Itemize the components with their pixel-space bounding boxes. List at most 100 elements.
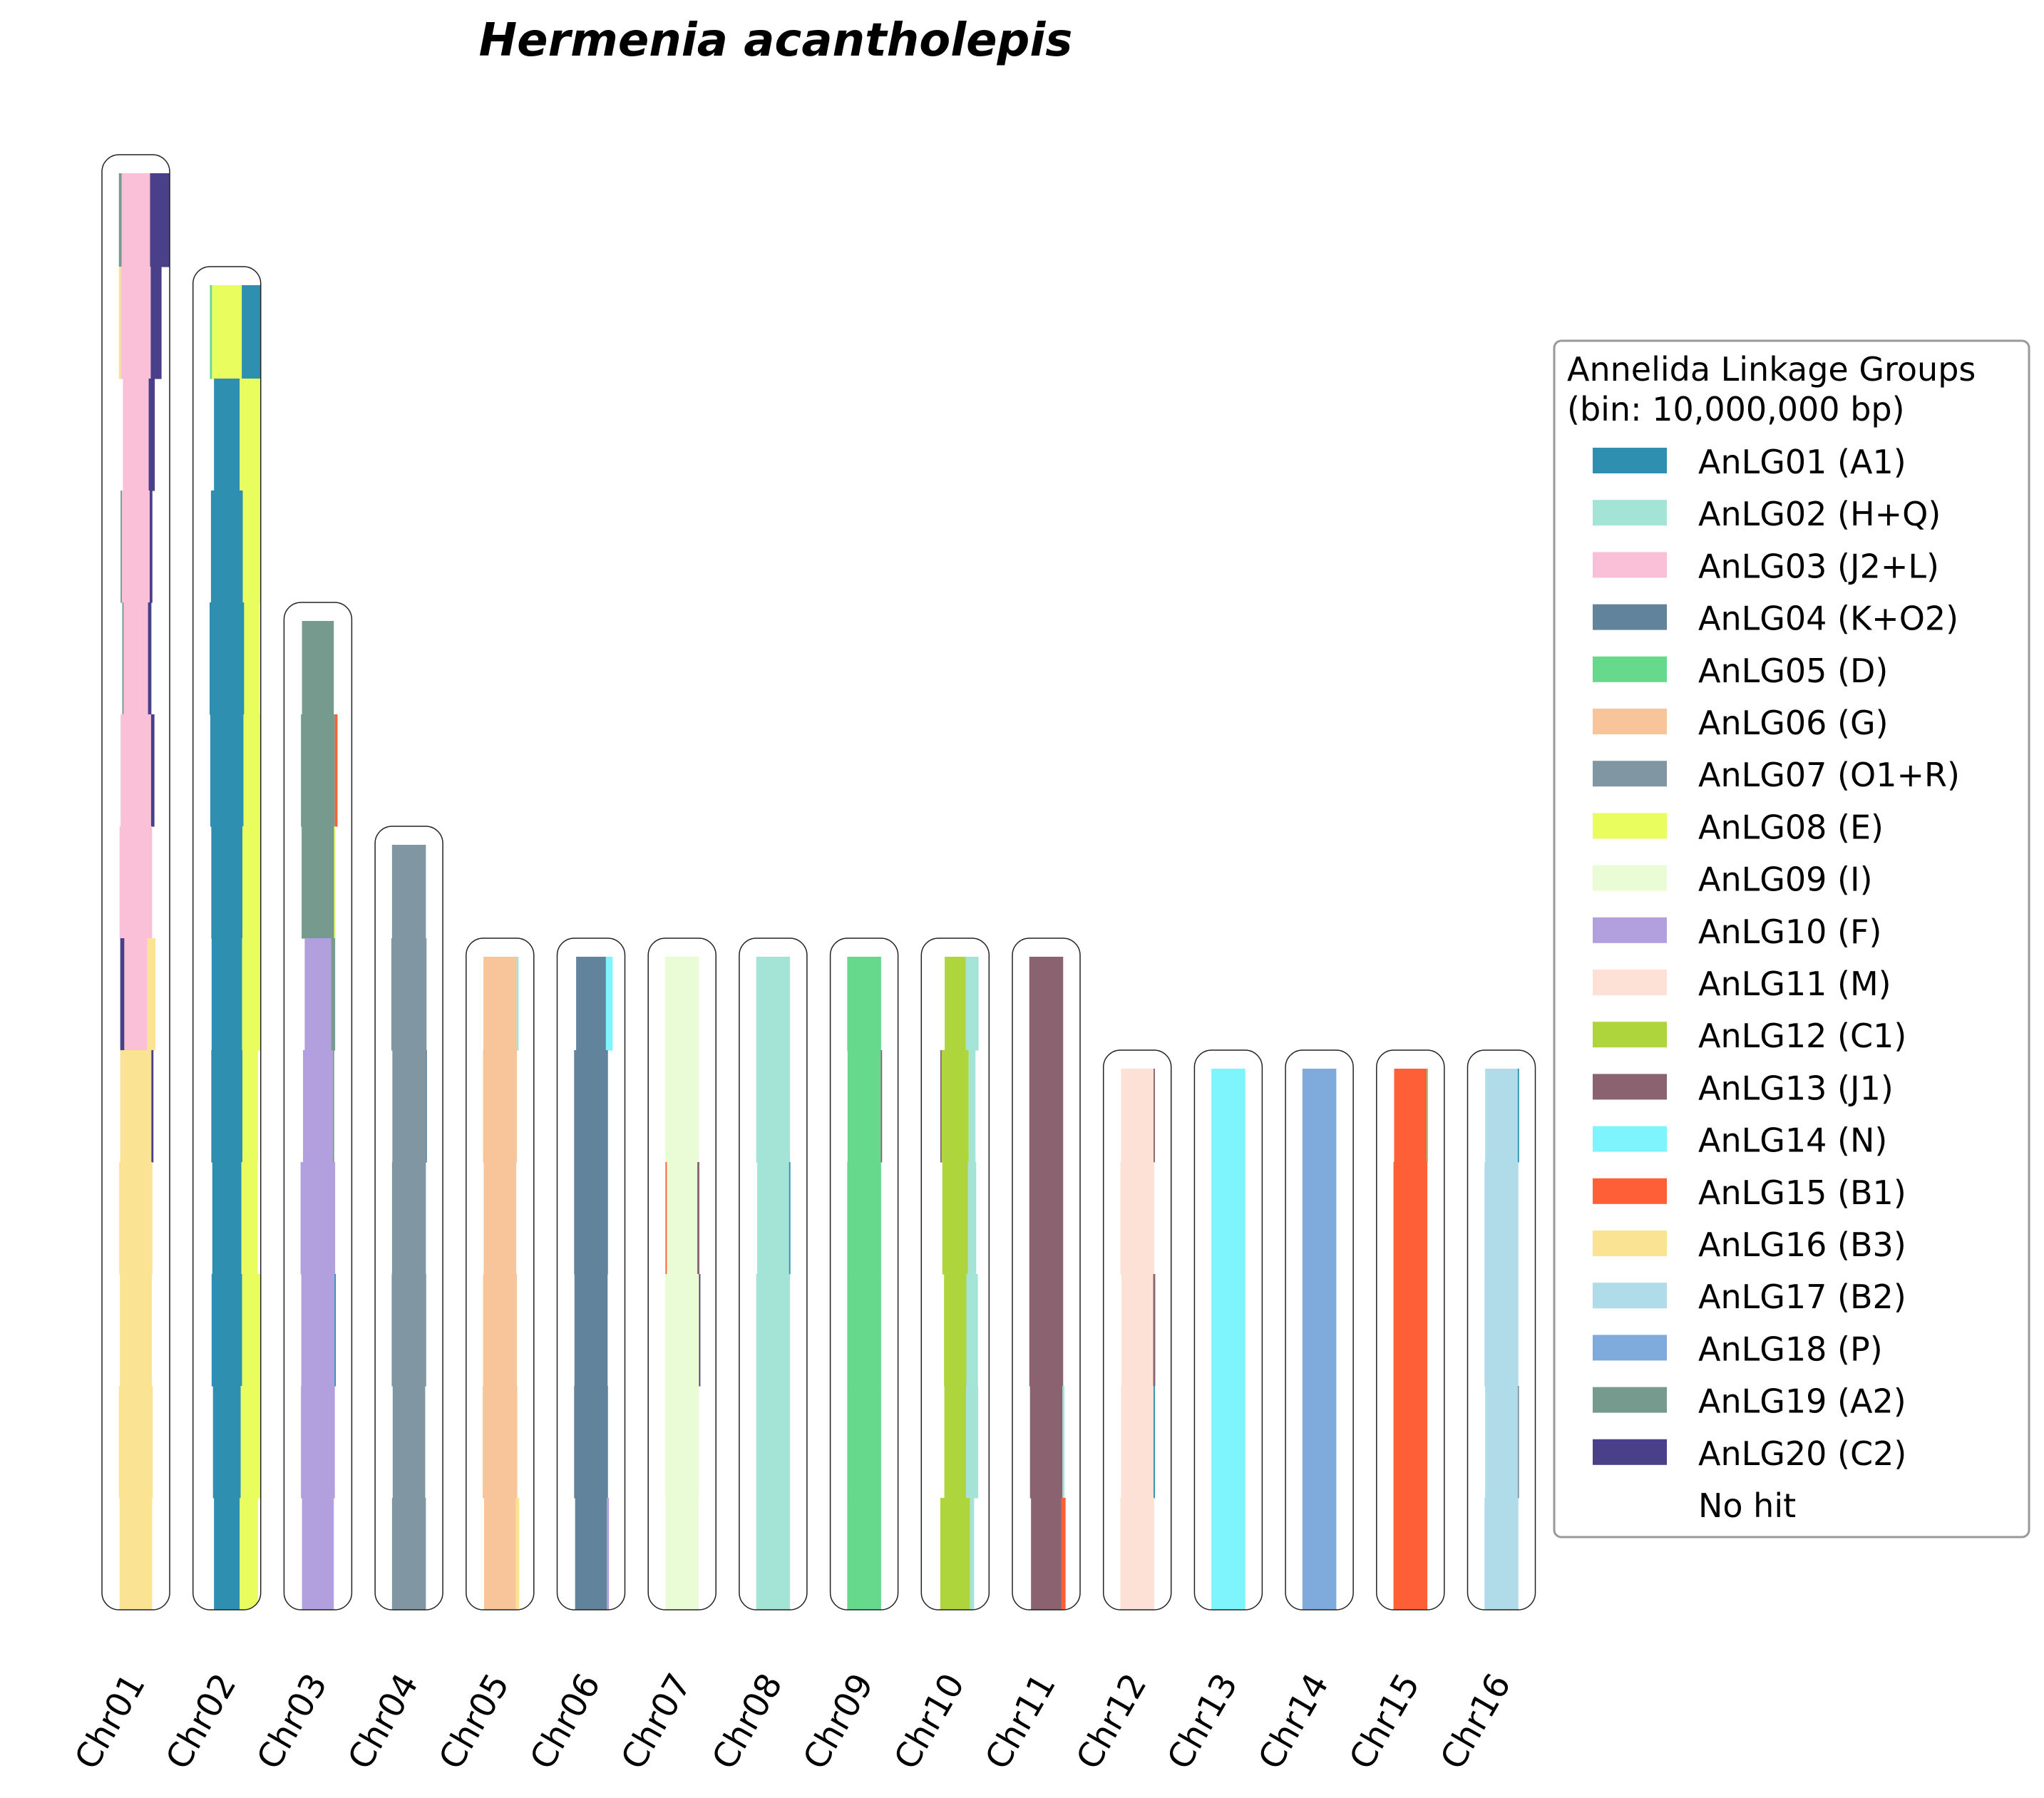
chromosome-outline [1102,1049,1172,1611]
legend-swatch [1593,813,1667,839]
bin-segment-anlg20 [148,602,152,715]
bin-segment-anlg15 [1394,1069,1427,1163]
chromosome-bins [847,957,883,1610]
legend-label: No hit [1698,1486,1796,1525]
bin-segment-anlg05 [1427,1069,1428,1163]
bin-segment-anlg05 [847,1498,881,1610]
bin-segment-anlg05 [847,1386,881,1499]
bin-segment-anlg09 [667,1162,698,1275]
x-tick-label: Chr14 [1250,1667,1337,1776]
chromosome-chr13 [1193,1049,1263,1611]
legend-swatch [1593,1178,1667,1204]
bin-segment-anlg02 [967,1162,977,1275]
legend-swatch [1593,970,1667,995]
bin-segment-anlg02 [966,1386,979,1499]
bin-segment-anlg15 [1393,1162,1428,1275]
legend-label: AnLG04 (K+O2) [1698,600,1958,638]
chromosome-chr05 [466,937,535,1611]
bin-segment-anlg20 [151,1050,154,1163]
bin-segment-anlg03 [123,379,149,491]
legend-swatch [1593,604,1667,630]
x-tick-label: Chr01 [67,1667,153,1776]
legend-frame [1553,339,2030,1538]
bin-segment-anlg17 [1485,1386,1518,1499]
bin-segment-anlg02 [516,957,519,1051]
legend-swatch [1593,1439,1667,1465]
bin-segment-anlg13 [1029,1274,1064,1387]
bin-segment-anlg13 [1029,1386,1063,1499]
bin-segment-anlg11 [1120,1162,1154,1275]
bin-segment-anlg08 [244,602,260,715]
bin-segment-anlg07 [392,1050,426,1163]
bin-segment-anlg19 [302,621,334,715]
chromosome-bins [209,285,261,1610]
bin-segment-anlg18 [1302,1069,1337,1163]
legend-swatch [1593,709,1667,734]
legend-label: AnLG03 (J2+L) [1698,547,1939,585]
legend-swatch [1593,1126,1667,1152]
bin-segment-anlg01 [214,379,240,491]
bin-segment-anlg19 [122,602,124,715]
legend-label: AnLG20 (C2) [1698,1434,1906,1473]
chart-title: Hermenia acantholepis [479,14,1073,67]
chromosome-outline [283,602,353,1611]
bin-segment-anlg02 [756,1050,791,1163]
bin-segment-anlg15 [1393,1386,1428,1499]
chromosome-outline [1467,1049,1536,1611]
bin-segment-anlg08 [240,1498,258,1610]
chromosome-chr08 [739,937,808,1611]
bin-segment-anlg13 [880,1050,883,1163]
bin-segment-anlg01 [211,1274,242,1387]
x-tick-label: Chr04 [340,1667,426,1776]
chromosome-bins [574,957,613,1610]
bin-segment-anlg04 [576,957,606,1051]
bin-segment-anlg07 [391,1498,426,1610]
chromosome-bins [756,957,791,1610]
bin-segment-anlg07 [391,845,426,939]
bin-segment-anlg10 [301,1274,335,1387]
bin-segment-anlg01 [211,938,242,1051]
bin-segment-anlg06 [483,1274,518,1387]
bin-segment-anlg08 [242,938,261,1051]
bin-segment-anlg10 [304,938,332,1051]
chromosome-outline [1376,1049,1445,1611]
chromosome-chr06 [556,937,626,1611]
bin-segment-anlg11 [1121,1274,1154,1387]
bin-segment-anlg05 [847,957,881,1051]
chromosome-outline [1012,937,1081,1611]
bin-segment-anlg16 [119,1498,153,1610]
bin-segment-anlg10 [607,1498,610,1610]
bin-segment-anlg20 [149,490,153,603]
bin-segment-anlg09 [664,1274,699,1387]
legend-label: AnLG08 (E) [1698,808,1884,846]
bin-segment-anlg12 [941,1050,969,1163]
chromosome-chr09 [829,937,899,1611]
legend-title-line2: (bin: 10,000,000 bp) [1567,390,1905,428]
bin-segment-anlg01 [1517,1069,1519,1163]
bin-segment-anlg19 [120,490,123,603]
bin-segment-anlg03 [120,267,151,379]
bin-segment-anlg10 [302,1498,334,1610]
x-tick-label: Chr06 [523,1667,609,1776]
legend-title-line1: Annelida Linkage Groups [1567,350,1976,389]
bin-segment-anlg02 [756,1274,791,1387]
chromosome-chr15 [1376,1049,1445,1611]
bin-segment-anlg19 [332,1050,334,1163]
bin-segment-anlg02 [757,1162,789,1275]
bin-segment-anlg03 [122,490,150,603]
legend-label: AnLG06 (G) [1698,704,1889,742]
bin-segment-anlg18 [1302,1274,1337,1387]
legend-swatch [1593,500,1667,526]
bin-segment-anlg04 [574,1274,608,1387]
chromosome-outline [829,937,899,1611]
legend-swatch [1593,1335,1667,1361]
bin-segment-anlg04 [574,1050,608,1163]
bin-segment-anlg14 [1211,1386,1246,1499]
bin-segment-anlg20 [150,267,162,379]
bin-segment-anlg16 [120,1274,152,1387]
bin-segment-anlg14 [1211,1498,1246,1610]
legend-label: AnLG07 (O1+R) [1698,756,1960,794]
bin-segment-anlg08 [240,1386,261,1499]
legend-swatch [1593,656,1667,682]
bin-segment-anlg08 [243,714,261,827]
